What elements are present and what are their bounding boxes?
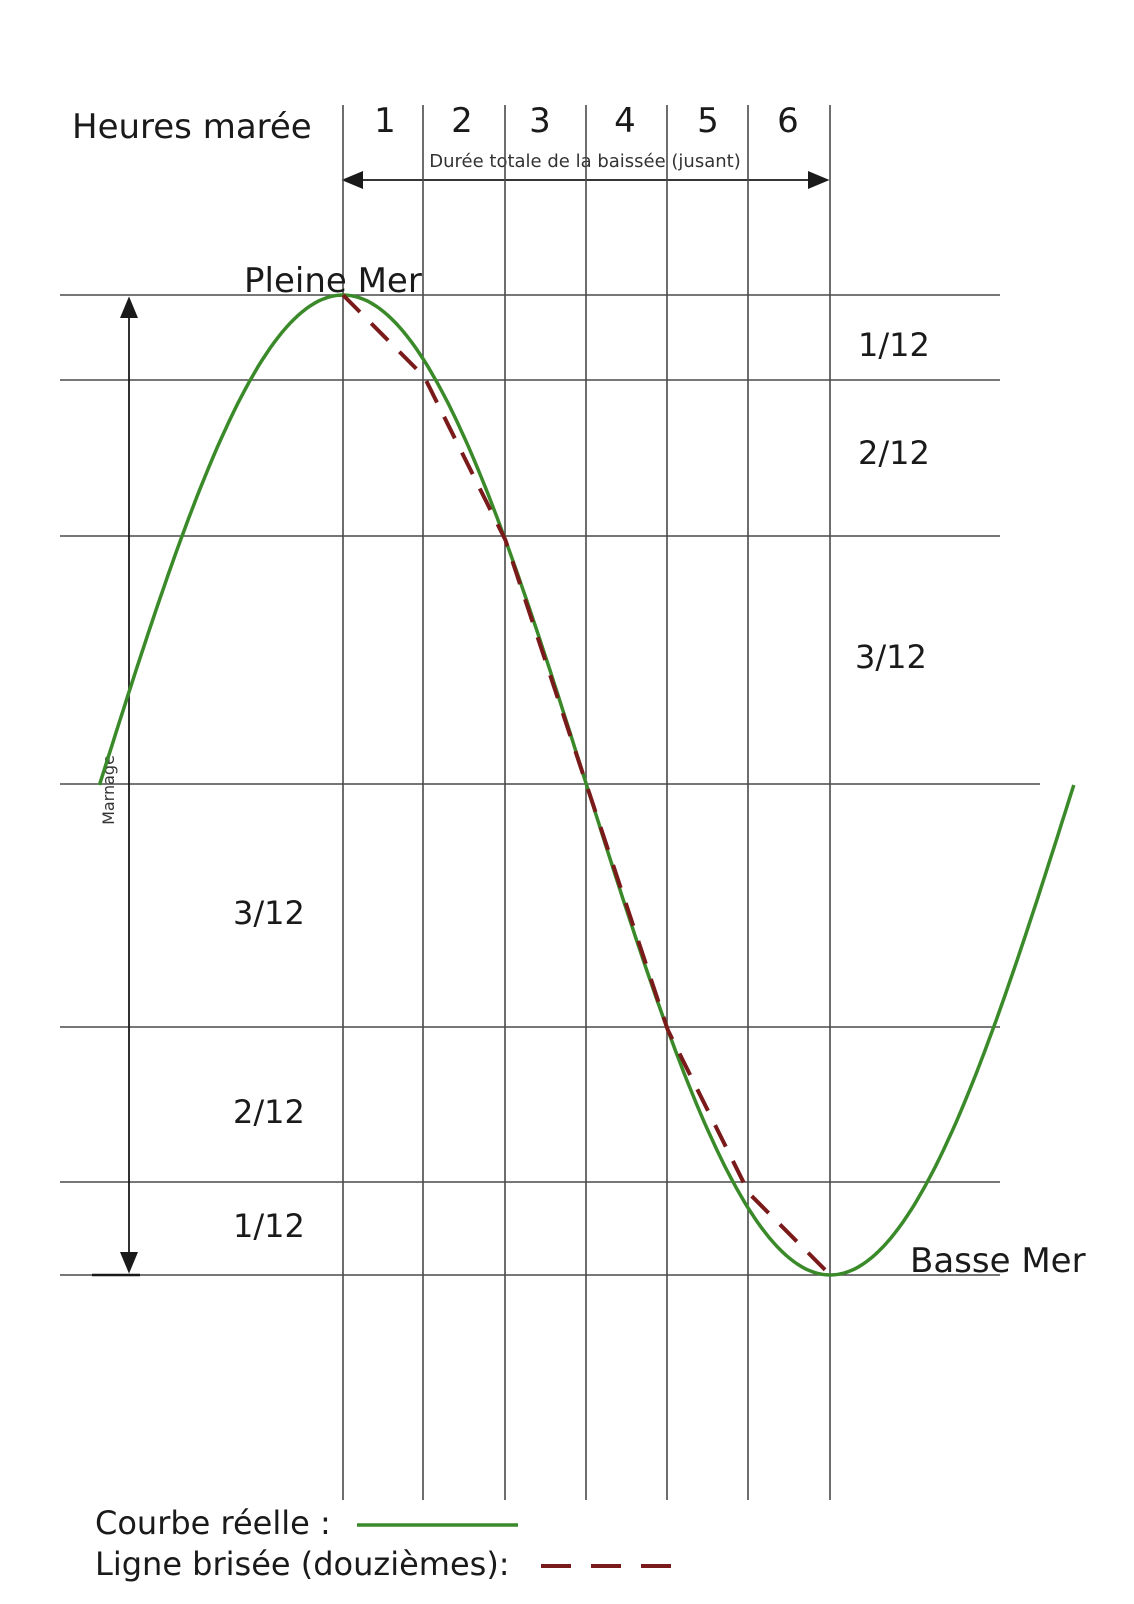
legend-broken-line-label: Ligne brisée (douzièmes): (95, 1545, 510, 1583)
duration-label: Durée totale de la baissée (jusant) (429, 151, 740, 172)
hour-label-1: 1 (374, 101, 396, 141)
vertical-grid (342, 105, 831, 1500)
legend-real-curve-label: Courbe réelle : (95, 1504, 331, 1542)
fraction-right-3: 3/12 (855, 638, 927, 676)
hour-label-6: 6 (777, 101, 799, 141)
hour-label-4: 4 (614, 101, 636, 141)
hour-labels: 1 2 3 4 5 6 (374, 101, 799, 141)
hour-label-5: 5 (697, 101, 719, 141)
real-curve-series (97, 293, 1076, 1277)
hour-label-2: 2 (451, 101, 473, 141)
fraction-left-2: 2/12 (233, 1093, 305, 1131)
range-label: Marnage (99, 755, 118, 825)
low-tide-label: Basse Mer (910, 1241, 1086, 1281)
high-tide-label: Pleine Mer (244, 261, 422, 301)
hour-label-3: 3 (529, 101, 551, 141)
fraction-left-3: 3/12 (233, 894, 305, 932)
fraction-right-1: 1/12 (858, 326, 930, 364)
fraction-right-2: 2/12 (858, 434, 930, 472)
hours-header-title: Heures marée (72, 107, 312, 147)
fraction-left-1: 1/12 (233, 1207, 305, 1245)
